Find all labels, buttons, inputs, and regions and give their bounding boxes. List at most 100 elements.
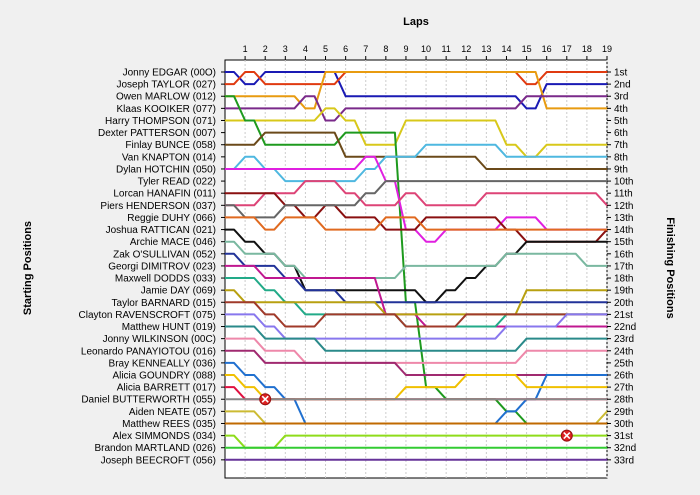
series-line [224,349,608,376]
start-position-label: Joseph TAYLOR (027) [117,80,217,91]
start-position-label: Van KNAPTON (014) [122,152,216,163]
series-line [224,143,608,183]
start-position-label: Archie MACE (046) [130,237,216,248]
start-position-label: Dexter PATTERSON (007) [98,128,216,139]
start-position-label: Joshua RATTICAN (021) [106,225,216,236]
finish-position-label: 24th [614,346,633,357]
start-position-label: Finlay BUNCE (058) [125,140,216,151]
finish-position-label: 27th [614,383,633,394]
finish-position-label: 11th [614,189,633,200]
start-position-label: Jonny EDGAR (00O) [123,68,216,79]
start-position-label: Tyler READ (022) [138,177,216,188]
starting-position-labels: Jonny EDGAR (00O)Joseph TAYLOR (027)Owen… [79,68,225,466]
finish-position-label: 8th [614,152,628,163]
start-position-label: Owen MARLOW (012) [116,92,216,103]
start-position-label: Georgi DIMITROV (023) [108,261,216,272]
start-position-label: Reggie DUHY (066) [127,213,216,224]
start-position-label: Lorcan HANAFIN (011) [113,189,216,200]
finish-position-label: 33rd [614,455,634,466]
start-position-label: Matthew HUNT (019) [122,322,216,333]
series-line [224,180,608,219]
series-line [224,337,608,364]
start-position-label: Brandon MARTLAND (026) [94,443,216,454]
x-axis-ticks: 1 2 3 4 5 6 7 8 9 10 11 12 13 14 15 16 17 18 19 [243,44,612,60]
finish-position-label: 29th [614,407,633,418]
start-position-label: Harry THOMPSON (071) [105,116,216,127]
finish-position-label: 13th [614,213,633,224]
grid [244,60,608,478]
x-tick-label: 14 [501,44,511,54]
start-position-label: Piers HENDERSON (037) [100,201,216,212]
series-line [224,289,608,316]
x-tick-label: 12 [461,44,471,54]
finish-position-label: 2nd [614,80,631,91]
series-line [224,216,608,231]
start-position-label: Maxwell DODDS (033) [115,274,216,285]
x-tick-label: 11 [441,44,450,54]
finish-position-label: 9th [614,164,628,175]
finish-position-label: 31st [614,431,633,442]
finish-position-label: 18th [614,274,633,285]
x-tick-label: 8 [383,44,388,54]
x-tick-label: 6 [343,44,348,54]
x-tick-label: 7 [363,44,368,54]
x-tick-label: 5 [323,44,328,54]
start-position-label: Dylan HOTCHIN (050) [116,164,216,175]
start-position-label: Alex SIMMONDS (034) [113,431,216,442]
series-line [224,301,608,328]
retirement-cross [563,432,571,440]
chart-title: Laps [403,16,429,28]
start-position-label: Joseph BEECROFT (056) [101,455,216,466]
finish-position-label: 23rd [614,334,634,345]
y-axis-left-label: Starting Positions [22,221,34,315]
x-tick-label: 17 [562,44,572,54]
start-position-label: Jonny WILKINSON (00C) [103,334,216,345]
finish-position-label: 26th [614,371,633,382]
x-tick-label: 10 [421,44,431,54]
x-tick-label: 16 [542,44,552,54]
series-line [224,325,608,352]
finish-position-label: 7th [614,140,628,151]
retirement-cross [261,395,269,403]
x-tick-label: 2 [263,44,268,54]
start-position-label: Taylor BARNARD (015) [112,298,216,309]
x-tick-label: 1 [243,44,248,54]
finish-position-label: 12th [614,201,633,212]
start-position-label: Klaas KOOIKER (077) [117,104,216,115]
start-position-label: Clayton RAVENSCROFT (075) [79,310,216,321]
start-position-label: Jamie DAY (069) [141,286,216,297]
start-position-label: Zak O'SULLIVAN (052) [113,249,216,260]
finish-position-label: 4th [614,104,628,115]
finish-position-label: 20th [614,298,633,309]
series-line [224,95,608,122]
finish-position-label: 1st [614,68,628,79]
finish-position-label: 32nd [614,443,636,454]
series-line [224,180,608,207]
x-tick-label: 15 [522,44,532,54]
plot-area [224,59,608,479]
finish-position-label: 6th [614,128,628,139]
finish-position-label: 10th [614,177,633,188]
start-position-label: Bray KENNEALLY (036) [109,358,216,369]
finish-position-label: 3rd [614,92,628,103]
series-lines [224,71,608,461]
x-tick-label: 13 [481,44,491,54]
start-position-label: Aiden NEATE (057) [129,407,216,418]
finish-position-label: 21st [614,310,633,321]
start-position-label: Alicia BARRETT (017) [117,383,216,394]
finish-position-label: 22nd [614,322,636,333]
start-position-label: Matthew REES (035) [122,419,216,430]
series-line [224,434,608,449]
retirement-markers [259,393,573,442]
series-line [224,107,608,158]
series-line [224,240,608,279]
finish-position-label: 19th [614,286,633,297]
finish-position-label: 17th [614,261,633,272]
start-position-label: Alicia GOUNDRY (088) [112,371,216,382]
x-tick-label: 9 [403,44,408,54]
finish-position-label: 14th [614,225,633,236]
finish-position-label: 5th [614,116,628,127]
x-tick-label: 3 [283,44,288,54]
x-tick-label: 18 [582,44,592,54]
